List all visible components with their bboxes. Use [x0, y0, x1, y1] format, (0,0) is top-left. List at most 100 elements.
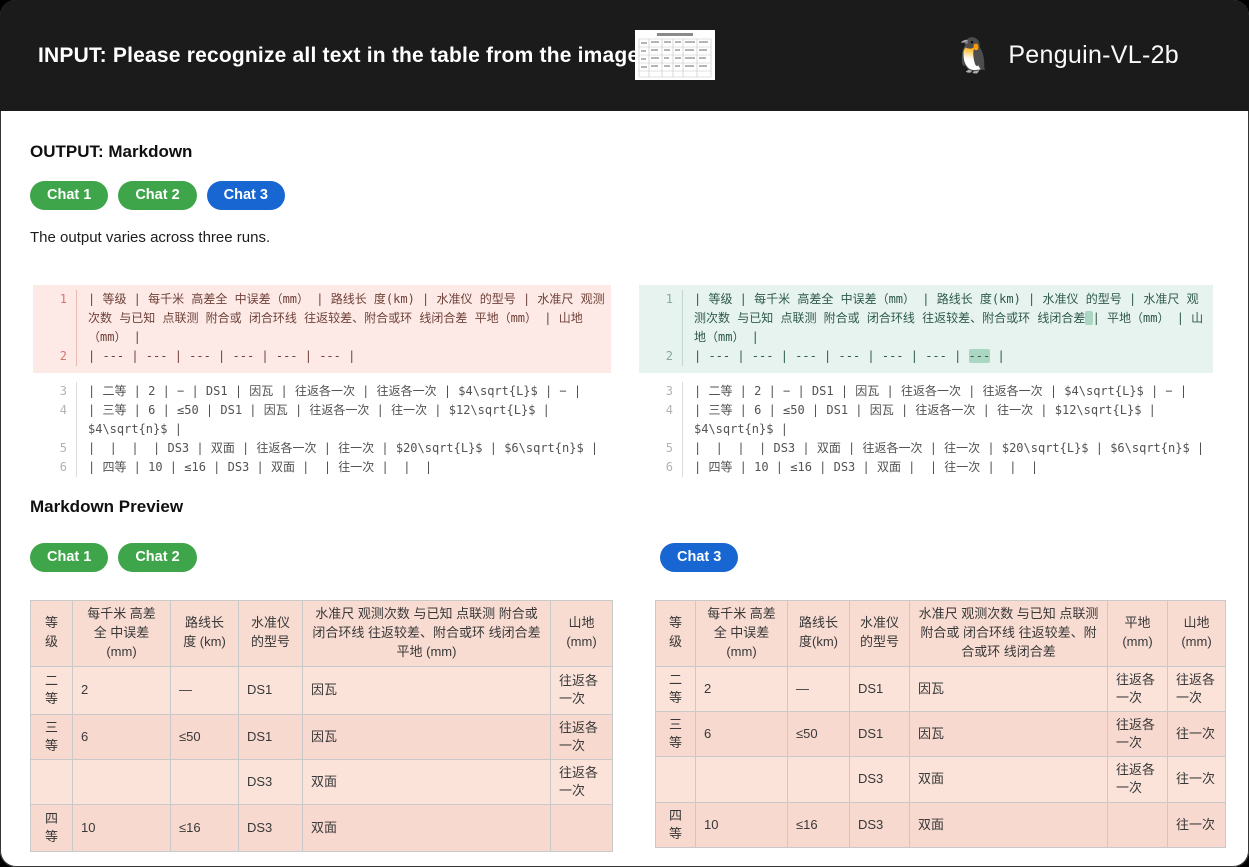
table-header-cell: 路线长 度 (km) — [170, 600, 239, 667]
table-cell — [655, 756, 696, 803]
table-cell: 往返各一次 — [1107, 710, 1168, 758]
code-group-plain: 3 | 二等 | 2 | − | DS1 | 因瓦 | 往返各一次 | 往返各一次… — [639, 382, 1213, 477]
table-row: 二等 2— DS1 因瓦 往返各一次 — [30, 665, 613, 715]
penguin-icon: 🐧 — [951, 36, 995, 75]
table-cell: DS1 — [849, 665, 910, 712]
table-row: 四等 10 ≤16 DS3 双面 — [30, 804, 613, 853]
tab-chat-3[interactable]: Chat 3 — [206, 181, 285, 210]
code-line: 6 | 四等 | 10 | ≤16 | DS3 | 双面 | | 往一次 | | … — [639, 458, 1213, 477]
output-chat-tabs: Chat 1 Chat 2 Chat 3 — [30, 181, 285, 210]
table-cell: 双面 — [302, 758, 551, 806]
table-cell — [787, 756, 850, 803]
table-cell: 往返各一次 — [1107, 756, 1168, 803]
table-cell: 往一次 — [1167, 801, 1226, 849]
table-cell: DS3 — [849, 801, 910, 849]
table-cell: — — [787, 665, 850, 712]
table-header-cell: 每千米 高差全 中误差 (mm) — [695, 600, 788, 667]
line-number: 6 — [639, 458, 683, 477]
table-header-cell: 每千米 高差全 中误差 (mm) — [72, 600, 171, 667]
table-cell: 四等 — [30, 804, 73, 853]
code-segment: | | | | DS3 | 双面 | 往返各一次 | 往一次 | $20\sqr… — [88, 441, 599, 455]
preview-table-chat-3: 等级 每千米 高差全 中误差 (mm) 路线长 度(km) 水准仪 的型号 水准尺 观测… — [655, 600, 1226, 849]
code-segment: | — [990, 349, 1005, 363]
table-header-cell: 水准尺 观测次数 与已知 点联测 附合或 闭合环线 往返较差、附合或环 线闭合差 — [909, 600, 1108, 667]
model-name: Penguin-VL-2b — [1008, 41, 1179, 69]
code-segment: | 四等 | 10 | ≤16 | DS3 | 双面 | | 往一次 | | | — [88, 460, 433, 474]
line-number: 6 — [33, 458, 77, 477]
table-thumbnail-graphic — [635, 30, 715, 80]
table-header-cell: 水准仪 的型号 — [849, 600, 910, 667]
code-text: | 二等 | 2 | − | DS1 | 因瓦 | 往返各一次 | 往返各一次 … — [77, 382, 611, 401]
table-cell: 往一次 — [1167, 756, 1226, 803]
line-number: 2 — [639, 347, 683, 366]
code-text: | 二等 | 2 | − | DS1 | 因瓦 | 往返各一次 | 往返各一次 … — [683, 382, 1213, 401]
code-group-plain: 3 | 二等 | 2 | − | DS1 | 因瓦 | 往返各一次 | 往返各一次… — [33, 382, 611, 477]
table-cell: 双面 — [909, 756, 1108, 803]
tab-chat-2[interactable]: Chat 2 — [118, 181, 197, 210]
code-segment: | 二等 | 2 | − | DS1 | 因瓦 | 往返各一次 | 往返各一次 … — [88, 384, 582, 398]
code-line: 3 | 二等 | 2 | − | DS1 | 因瓦 | 往返各一次 | 往返各一次… — [33, 382, 611, 401]
table-cell — [550, 804, 613, 853]
table-cell — [170, 758, 239, 806]
line-number: 3 — [639, 382, 683, 401]
code-block-chat-3: 1 | 等级 | 每千米 高差全 中误差（mm） | 路线长 度(km) | 水准… — [639, 285, 1213, 477]
code-line: 5 | | | | DS3 | 双面 | 往返各一次 | 往一次 | $20\sq… — [639, 439, 1213, 458]
line-number: 2 — [33, 347, 77, 366]
line-number: 5 — [33, 439, 77, 458]
table-cell: 6 — [72, 713, 171, 760]
header: INPUT: Please recognize all text in the … — [0, 0, 1249, 111]
code-text: | 等级 | 每千米 高差全 中误差（mm） | 路线长 度(km) | 水准仪… — [683, 290, 1213, 347]
table-cell: DS3 — [238, 758, 303, 806]
code-group-del: 1 | 等级 | 每千米 高差全 中误差（mm） | 路线长 度(km) | 水准… — [33, 285, 611, 373]
line-number: 1 — [33, 290, 77, 347]
line-number: 3 — [33, 382, 77, 401]
table-header-cell: 路线长 度(km) — [787, 600, 850, 667]
code-text: | | | | DS3 | 双面 | 往返各一次 | 往一次 | $20\sqr… — [683, 439, 1213, 458]
line-number: 1 — [639, 290, 683, 347]
table-row: 三等 6 ≤50 DS1 因瓦 往返各一次 往一次 — [655, 710, 1226, 758]
model-branding: 🐧 Penguin-VL-2b — [952, 0, 1179, 111]
table-cell: ≤16 — [170, 804, 239, 853]
table-cell: 2 — [695, 665, 788, 712]
code-segment: | 四等 | 10 | ≤16 | DS3 | 双面 | | 往一次 | | | — [694, 460, 1039, 474]
table-cell: DS3 — [238, 804, 303, 853]
code-line: 4 | 三等 | 6 | ≤50 | DS1 | 因瓦 | 往返各一次 | 往一次… — [639, 401, 1213, 439]
table-cell — [72, 758, 171, 806]
code-line: 2 | --- | --- | --- | --- | --- | --- | — [33, 347, 611, 366]
preview-left-tabs: Chat 1 Chat 2 — [30, 543, 197, 572]
code-line: 6 | 四等 | 10 | ≤16 | DS3 | 双面 | | 往一次 | | … — [33, 458, 611, 477]
code-line: 5 | | | | DS3 | 双面 | 往返各一次 | 往一次 | $20\sq… — [33, 439, 611, 458]
table-cell: 往返各一次 — [550, 758, 613, 806]
markdown-table: 等级 每千米 高差全 中误差 (mm) 路线长 度(km) 水准仪 的型号 水准尺 观测… — [655, 600, 1226, 849]
table-cell — [30, 758, 73, 806]
output-note: The output varies across three runs. — [30, 229, 271, 246]
table-cell: DS1 — [238, 713, 303, 760]
code-text: | --- | --- | --- | --- | --- | --- | — [77, 347, 611, 366]
code-segment: | 二等 | 2 | − | DS1 | 因瓦 | 往返各一次 | 往返各一次 … — [694, 384, 1188, 398]
code-line: 2 | --- | --- | --- | --- | --- | --- | -… — [639, 347, 1213, 366]
input-prompt-label: INPUT: Please recognize all text in the … — [38, 43, 646, 67]
table-cell: 双面 — [302, 804, 551, 853]
code-segment: | | | | DS3 | 双面 | 往返各一次 | 往一次 | $20\sqr… — [694, 441, 1205, 455]
preview-tab-chat-2[interactable]: Chat 2 — [118, 543, 197, 572]
code-text: | | | | DS3 | 双面 | 往返各一次 | 往一次 | $20\sqr… — [77, 439, 611, 458]
preview-tab-chat-1[interactable]: Chat 1 — [30, 543, 109, 572]
table-cell: ≤16 — [787, 801, 850, 849]
preview-tab-chat-3[interactable]: Chat 3 — [660, 543, 739, 572]
table-cell: 6 — [695, 710, 788, 758]
table-cell: — — [170, 665, 239, 715]
tab-chat-1[interactable]: Chat 1 — [30, 181, 109, 210]
code-segment: | 等级 | 每千米 高差全 中误差（mm） | 路线长 度(km) | 水准仪… — [88, 292, 605, 344]
table-cell: 往一次 — [1167, 710, 1226, 758]
code-line: 4 | 三等 | 6 | ≤50 | DS1 | 因瓦 | 往返各一次 | 往一次… — [33, 401, 611, 439]
table-header-cell: 山地 (mm) — [1167, 600, 1226, 667]
table-cell: ≤50 — [170, 713, 239, 760]
code-text: | 四等 | 10 | ≤16 | DS3 | 双面 | | 往一次 | | | — [683, 458, 1213, 477]
table-row: 三等 6 ≤50 DS1 因瓦 往返各一次 — [30, 713, 613, 760]
table-cell: DS1 — [849, 710, 910, 758]
table-cell: 因瓦 — [302, 713, 551, 760]
code-text: | --- | --- | --- | --- | --- | --- | --… — [683, 347, 1213, 366]
table-row: DS3 双面 往返各一次 往一次 — [655, 756, 1226, 803]
table-header-cell: 等级 — [30, 600, 73, 667]
